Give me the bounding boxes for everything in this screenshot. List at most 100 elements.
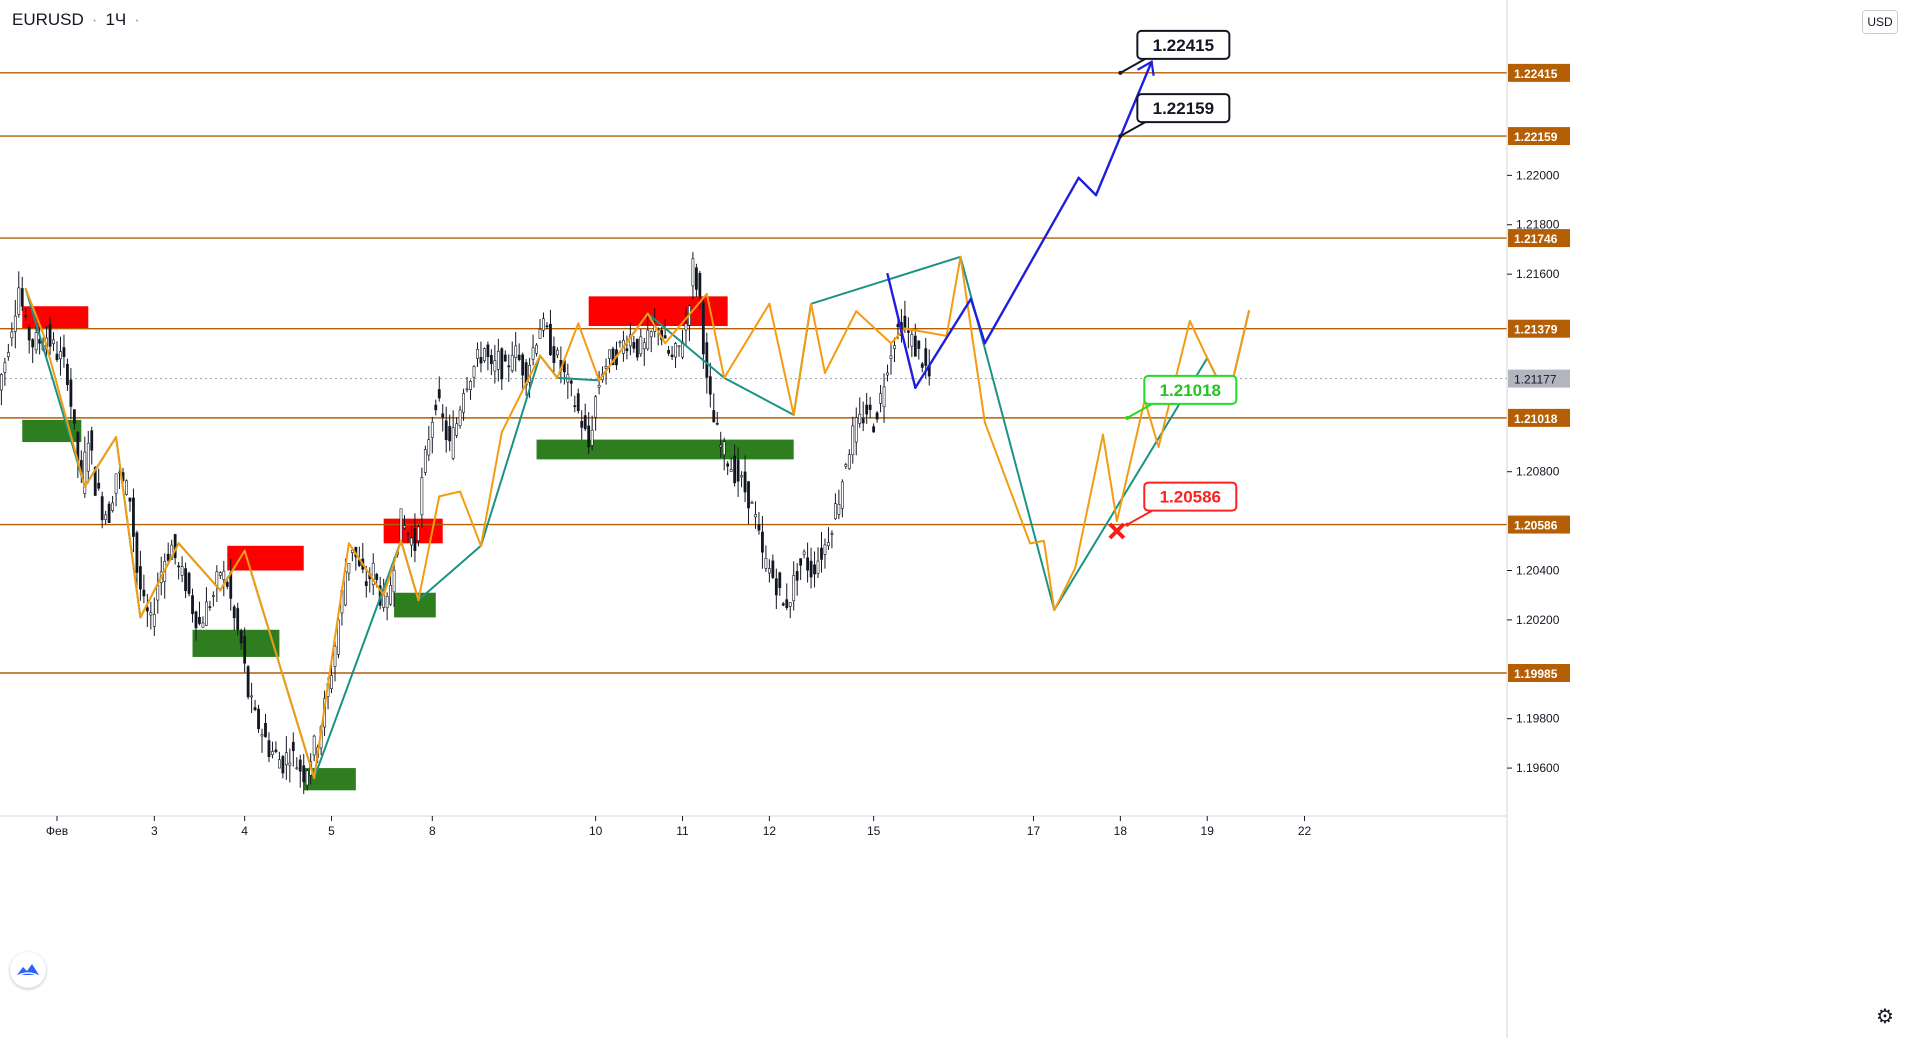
currency-button[interactable]: USD <box>1862 10 1898 34</box>
candle-body <box>66 363 69 385</box>
candle-body <box>837 504 841 515</box>
zigzag-orange-segment <box>1101 433 1118 523</box>
candle-body <box>24 315 28 317</box>
candle-body <box>674 343 677 358</box>
callout-box <box>1143 481 1238 512</box>
zigzag-orange-segment <box>1029 539 1045 545</box>
candle-body <box>48 324 52 347</box>
level-price-tag-text: 1.21379 <box>1514 323 1558 337</box>
zigzag-orange-segment <box>1115 399 1146 523</box>
gear-icon[interactable]: ⚙ <box>1876 1006 1894 1028</box>
zigzag-orange-segment <box>313 542 350 779</box>
candle-body <box>646 329 650 350</box>
candle-body <box>886 372 889 376</box>
candle-body <box>205 601 208 626</box>
candle-body <box>535 344 538 354</box>
candle-body <box>799 558 803 566</box>
candle-body <box>6 352 10 357</box>
candle-body <box>257 708 260 729</box>
candle-body <box>517 354 521 360</box>
candle-body <box>778 572 782 589</box>
time-axis[interactable]: Фев 3 4 5 8 10 11 12 15 17 18 19 22 <box>46 816 1312 838</box>
candle-body <box>840 481 844 509</box>
zigzag-teal-segment <box>810 255 962 305</box>
level-price-tag <box>1508 127 1570 146</box>
candle-body <box>722 441 726 456</box>
projection-segment <box>1077 176 1098 197</box>
candle-body <box>708 376 712 395</box>
zigzag-orange-segment <box>768 302 795 416</box>
zigzag-orange-segment <box>855 310 892 345</box>
candle-body <box>924 348 928 366</box>
price-axis[interactable]: 1.19600 1.19800 1.20200 1.20400 1.20800 1.216… <box>1507 168 1560 775</box>
candle-body <box>208 606 212 608</box>
zigzag-orange-segment <box>243 549 316 779</box>
candle-body <box>604 366 608 369</box>
candle-body <box>236 608 240 630</box>
projection-segment <box>914 297 973 389</box>
candle-body <box>100 496 104 521</box>
candle-body <box>187 572 191 594</box>
price-tick-label: 1.21800 <box>1516 218 1560 232</box>
candle-body <box>69 379 73 407</box>
candle-body <box>583 415 587 430</box>
candle-body <box>538 328 542 339</box>
zigzag-orange-segment <box>646 312 667 345</box>
candle-body <box>392 569 396 593</box>
zigzag-orange-segment <box>577 322 601 382</box>
tradingview-logo-icon[interactable] <box>10 952 46 988</box>
callout-label: 1.21018 <box>1160 381 1221 400</box>
zigzag-teal-segment <box>417 544 482 602</box>
candle-body <box>694 267 698 290</box>
candle-body <box>284 752 288 766</box>
time-tick-label: 22 <box>1298 824 1312 838</box>
zigzag-orange-segment <box>479 431 503 547</box>
candle-body <box>149 612 153 616</box>
candle-body <box>59 351 62 360</box>
candle-body <box>145 607 149 612</box>
zigzag-orange-segment <box>177 542 222 592</box>
candle-body <box>500 348 504 380</box>
candle-body <box>173 534 177 559</box>
candle-body <box>785 599 789 609</box>
candle-body <box>781 603 785 606</box>
projection-segment <box>886 272 917 389</box>
candle-body <box>917 340 921 349</box>
candle-body <box>882 386 886 408</box>
candle-body <box>55 353 59 360</box>
candle-body <box>521 354 525 376</box>
candle-body <box>590 429 594 446</box>
candle-body <box>34 332 38 351</box>
interval-label[interactable]: 1Ч <box>105 10 127 29</box>
zigzag-orange-segment <box>959 255 986 424</box>
time-tick-label: 8 <box>429 824 436 838</box>
candle-body <box>906 330 910 333</box>
candle-body <box>385 596 389 609</box>
zigzag-orange-segment <box>347 542 385 597</box>
symbol-name[interactable]: EURUSD <box>12 10 84 29</box>
projection-segment <box>983 176 1080 345</box>
candle-body <box>97 482 101 489</box>
candle-body <box>139 566 142 590</box>
candle-body <box>410 537 413 546</box>
price-tick-label: 1.20400 <box>1516 564 1560 578</box>
candle-body <box>663 335 667 339</box>
candle-body <box>180 566 184 576</box>
level-price-tag <box>1508 229 1570 248</box>
candle-body <box>416 526 420 542</box>
candle-body <box>684 323 688 331</box>
candle-body <box>10 331 14 339</box>
zigzag-orange-segment <box>382 539 403 597</box>
callout-box <box>1143 374 1238 405</box>
header-separator: · <box>91 10 98 29</box>
candlesticks <box>0 252 931 795</box>
callout-pointer <box>1126 403 1153 419</box>
candle-body <box>107 503 111 523</box>
symbol-header[interactable]: EURUSD · 1Ч · <box>12 10 140 30</box>
candle-body <box>420 477 424 516</box>
candle-body <box>830 532 834 535</box>
price-callouts: 1.22415 1.22159 1.21018 1.20586 <box>1118 29 1238 527</box>
candle-body <box>747 481 750 509</box>
candle-body <box>910 334 914 347</box>
